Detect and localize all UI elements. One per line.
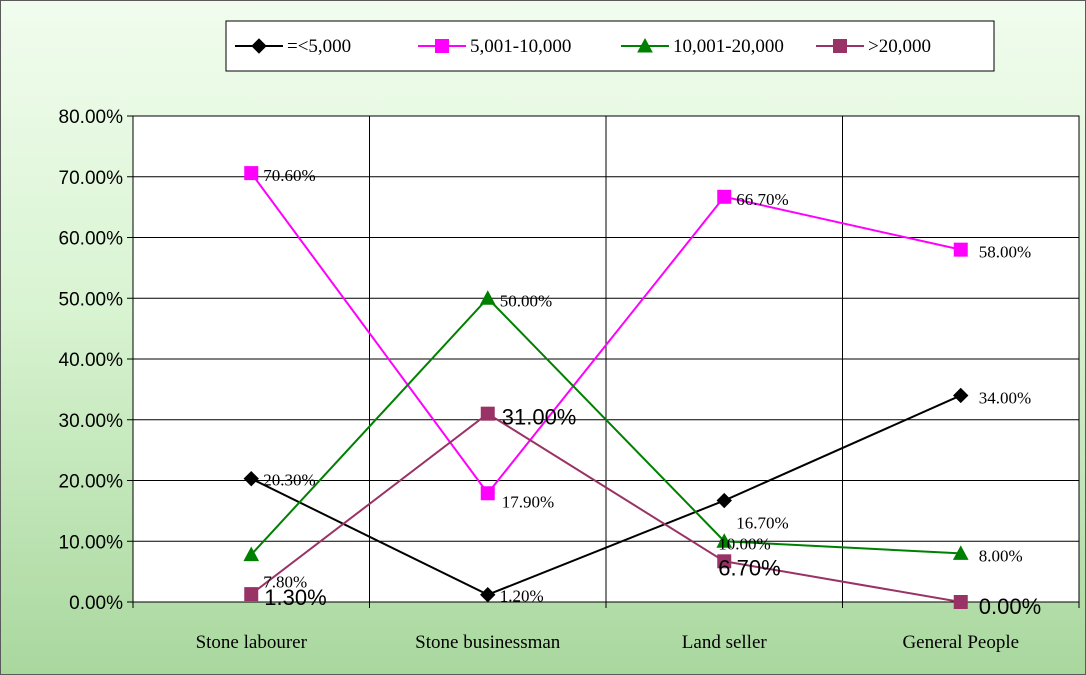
legend-item: >20,000: [816, 36, 931, 57]
y-tick-label: 0.00%: [69, 593, 123, 614]
data-label: 50.00%: [500, 291, 552, 310]
series-line: [250, 394, 962, 596]
series-marker: [717, 189, 732, 204]
series-1: [243, 387, 969, 603]
data-label: 66.70%: [736, 190, 788, 209]
y-tick-label: 50.00%: [59, 289, 124, 310]
series-marker: [953, 387, 969, 404]
y-tick-label: 60.00%: [59, 229, 124, 250]
series-marker: [243, 470, 259, 487]
legend-box: [225, 20, 995, 72]
series-marker: [480, 486, 495, 501]
data-label: 34.00%: [979, 388, 1031, 407]
series-marker: [637, 37, 653, 53]
series-marker: [251, 38, 267, 54]
x-category-label: Stone businessman: [415, 632, 561, 653]
legend-label: 5,001-10,000: [470, 36, 571, 57]
series-marker: [243, 546, 260, 562]
series-line: [250, 412, 961, 603]
series-marker: [953, 242, 968, 257]
legend-label: >20,000: [868, 36, 931, 57]
data-label: 1.20%: [500, 587, 544, 606]
series-marker: [716, 492, 732, 509]
series-marker: [953, 595, 968, 609]
legend-item: =<5,000: [235, 36, 351, 57]
data-label: 70.60%: [263, 166, 315, 185]
x-category-label: Land seller: [682, 632, 768, 653]
plot-border: [132, 115, 1080, 603]
series-line: [250, 172, 961, 495]
series-4: [244, 406, 968, 609]
y-tick-label: 70.00%: [59, 168, 124, 189]
data-label: 8.00%: [979, 546, 1023, 565]
data-label: 16.70%: [736, 514, 788, 533]
y-tick-label: 40.00%: [59, 350, 124, 371]
data-label: 0.00%: [979, 594, 1041, 619]
series-marker: [717, 554, 732, 569]
x-category-label: Stone labourer: [196, 632, 308, 653]
data-label: 58.00%: [979, 243, 1031, 262]
series-marker: [833, 39, 847, 53]
data-label: 20.30%: [263, 471, 315, 490]
series-3: [243, 290, 969, 562]
legend: =<5,000 5,001-10,000 10,001-20,000 >20,000: [225, 20, 995, 72]
series-2: [244, 166, 968, 501]
data-label: 17.90%: [502, 492, 554, 511]
data-label: 6.70%: [718, 555, 780, 580]
series-marker: [480, 406, 495, 421]
y-tick-label: 10.00%: [59, 532, 124, 553]
data-label: 10.00%: [718, 534, 770, 553]
data-label: 7.80%: [263, 573, 307, 592]
legend-item: 5,001-10,000: [418, 36, 571, 57]
data-label: 1.30%: [264, 585, 326, 610]
y-tick-label: 20.00%: [59, 472, 124, 493]
series-marker: [716, 533, 733, 548]
y-tick-label: 80.00%: [59, 107, 124, 128]
series-marker: [244, 166, 259, 181]
x-category-label: General People: [902, 632, 1019, 653]
series-marker: [479, 290, 496, 305]
legend-label: 10,001-20,000: [673, 36, 784, 57]
legend-label: =<5,000: [287, 36, 351, 57]
legend-item: 10,001-20,000: [621, 36, 784, 57]
series-marker: [952, 545, 969, 560]
series-line: [250, 296, 961, 556]
series-marker: [435, 39, 449, 53]
series-marker: [480, 587, 496, 603]
y-tick-label: 30.00%: [59, 411, 124, 432]
series-marker: [244, 587, 259, 602]
data-label: 31.00%: [502, 405, 577, 430]
